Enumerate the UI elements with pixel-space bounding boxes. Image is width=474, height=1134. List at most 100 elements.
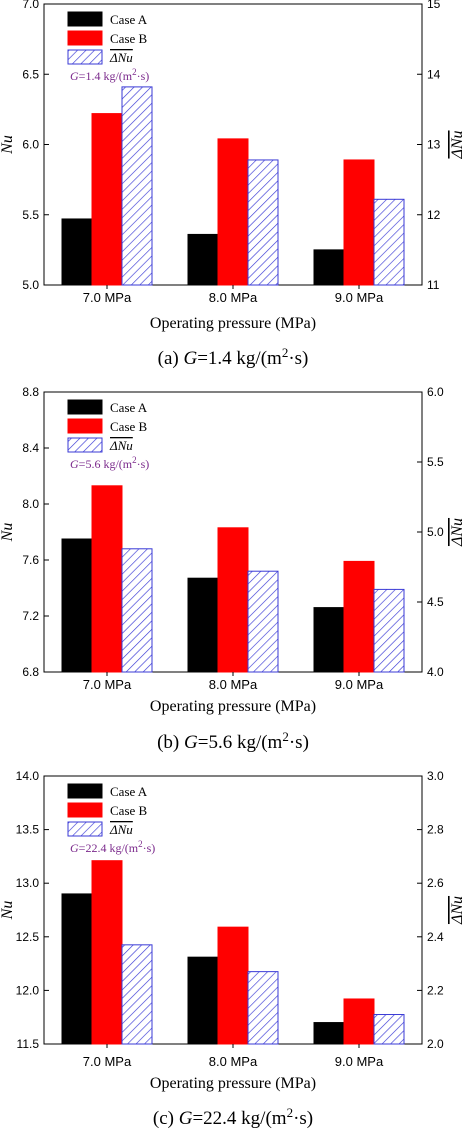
legend-label-2: Case B [110,31,148,46]
legend-label-3: ΔNu [109,50,133,65]
annotation-value: =5.6 kg/(m [79,457,133,471]
bar-case-b-2 [217,138,249,286]
y-tick-label: 8.8 [22,385,39,399]
y-tick-label: 12.0 [16,983,40,997]
annotation-sup: 2 [138,839,143,849]
y2-tick-label: 2.8 [427,823,444,837]
x-tick-label: 7.0 MPa [83,677,132,692]
annotation-value: =1.4 kg/(m [79,69,133,83]
legend-swatch-1 [67,11,103,27]
legend-swatch-1 [67,399,103,415]
x-tick-label: 9.0 MPa [335,1054,384,1069]
y2-tick-label: 15 [427,0,441,11]
caption-prefix: (b) [157,732,184,753]
y-tick-label: 14.0 [16,769,40,783]
y-tick-label: 7.2 [22,609,39,623]
y-tick-label: 13.5 [16,823,40,837]
y-tick-label: 7.0 [22,0,39,11]
legend-label-2: Case B [110,803,148,818]
y2-tick-label: 4.5 [427,595,444,609]
x-axis-label: Operating pressure (MPa) [150,698,316,715]
chart-panel-b: 7.0 MPa 8.0 MPa 9.0 MPa 6.8 7.2 7.6 8.0 8.4 8.8 4… [0,385,466,753]
bar-delta-nu-2 [247,971,279,1045]
annotation-tail: ·s) [137,69,150,83]
bar-case-b-2 [217,926,249,1045]
bar-case-a-1 [61,538,93,673]
y2-tick-label: 5.5 [427,455,444,469]
x-axis-label: Operating pressure (MPa) [150,1075,316,1092]
bar-delta-nu-2 [247,159,279,286]
bar-case-b-3 [343,159,375,286]
caption-sup: 2 [287,1105,294,1120]
y-tick-label: 6.0 [22,138,39,152]
y2-tick-label: 5.0 [427,525,444,539]
y-tick-label: 5.5 [22,208,39,222]
y-axis-label: Nu [0,135,16,155]
bar-case-b-2 [217,527,249,673]
caption-value: =5.6 kg/(m [198,732,283,753]
y2-axis-label: ΔNu [449,518,466,547]
legend-label-3: ΔNu [109,822,133,837]
bar-case-b-1 [91,485,123,673]
caption-sup: 2 [282,345,289,360]
y2-tick-label: 13 [427,138,441,152]
x-tick-label: 8.0 MPa [209,290,258,305]
x-tick-label: 8.0 MPa [209,1054,258,1069]
bar-delta-nu-3 [373,1014,405,1045]
caption-tail: ·s) [293,1108,313,1129]
caption-tail: ·s) [288,348,308,369]
x-tick-label: 8.0 MPa [209,677,258,692]
legend-label-1: Case A [110,12,148,27]
legend-swatch-2 [67,802,103,818]
y-tick-label: 13.0 [16,876,40,890]
bar-case-a-2 [187,233,219,286]
y2-tick-label: 2.2 [427,983,444,997]
y2-axis-label: ΔNu [449,896,466,925]
mass-flux-annotation: G=5.6 kg/(m2·s) [70,455,149,471]
annotation-value: =22.4 kg/(m [79,841,139,855]
bar-delta-nu-1 [121,86,153,286]
y2-axis-label: ΔNu [449,130,466,159]
caption-prefix: (a) [158,348,184,369]
legend-swatch-3 [67,821,103,837]
bar-case-b-1 [91,113,123,286]
mass-flux-annotation: G=22.4 kg/(m2·s) [70,839,155,855]
y2-tick-label: 4.0 [427,665,444,679]
bar-case-a-2 [187,577,219,673]
bar-case-a-3 [313,1022,345,1045]
bar-case-b-3 [343,998,375,1045]
annotation-g: G [70,841,79,855]
annotation-g: G [70,69,79,83]
y-axis-label: Nu [0,523,16,543]
annotation-sup: 2 [132,67,137,77]
annotation-tail: ·s) [137,457,150,471]
y2-tick-label: 11 [427,278,440,292]
bar-case-b-3 [343,560,375,673]
chart-panel-c: 7.0 MPa 8.0 MPa 9.0 MPa 11.5 12.0 12.5 13.0 13.… [0,769,466,1129]
y-tick-label: 6.5 [22,67,39,81]
bar-delta-nu-2 [247,570,279,673]
bar-case-a-1 [61,893,93,1045]
y2-tick-label: 6.0 [427,385,444,399]
legend-label-1: Case A [110,784,148,799]
x-tick-label: 7.0 MPa [83,1054,132,1069]
y2-tick-label: 12 [427,208,441,222]
legend-swatch-3 [67,437,103,453]
caption-sup: 2 [282,729,289,744]
legend-swatch-2 [67,30,103,46]
bar-case-b-1 [91,860,123,1045]
panel-caption: (c) G=22.4 kg/(m2·s) [153,1105,313,1129]
panel-caption: (b) G=5.6 kg/(m2·s) [157,729,309,753]
legend-swatch-2 [67,418,103,434]
legend-label-1: Case A [110,400,148,415]
caption-g: G [183,348,197,369]
caption-value: =1.4 kg/(m [197,348,282,369]
y-tick-label: 6.8 [22,665,39,679]
x-axis-label: Operating pressure (MPa) [150,315,316,332]
bar-case-a-1 [61,218,93,286]
annotation-sup: 2 [132,455,137,465]
y2-tick-label: 2.6 [427,876,444,890]
bar-case-a-2 [187,956,219,1045]
x-tick-label: 7.0 MPa [83,290,132,305]
